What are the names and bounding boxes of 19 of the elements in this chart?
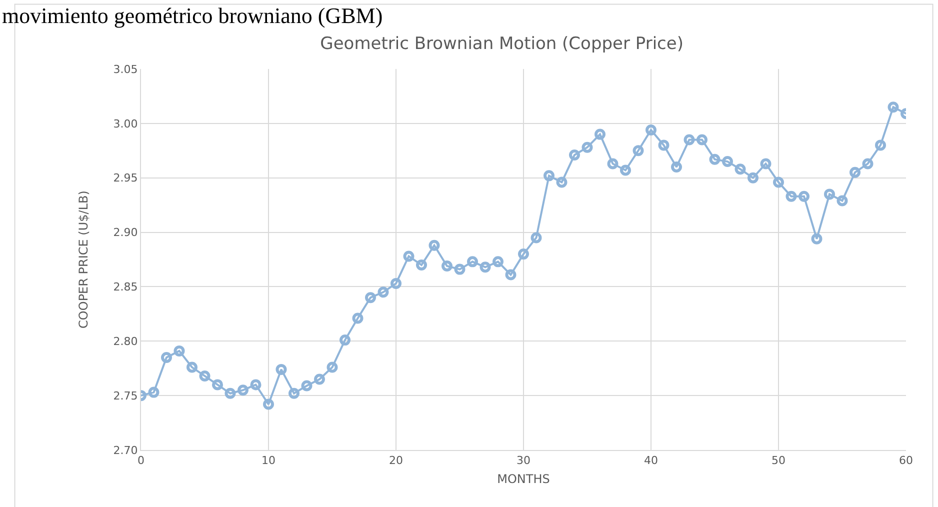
y-tick-label: 2.80 — [113, 334, 138, 348]
x-tick-label: 40 — [644, 454, 658, 468]
y-axis-title: COOPER PRICE (U$/LB) — [76, 190, 91, 328]
x-tick-label: 60 — [899, 454, 913, 468]
y-tick-label: 3.05 — [113, 62, 138, 76]
x-tick-label: 0 — [138, 454, 144, 468]
x-axis-title: MONTHS — [497, 472, 550, 486]
x-tick-label: 10 — [262, 454, 276, 468]
y-tick-label: 3.00 — [113, 117, 138, 130]
x-tick-label: 20 — [389, 454, 403, 468]
x-tick-label: 50 — [772, 454, 786, 468]
y-tick-label: 2.70 — [113, 444, 138, 457]
chart-title: Geometric Brownian Motion (Copper Price) — [320, 34, 684, 54]
y-tick-label: 2.90 — [113, 226, 138, 240]
text: movimiento geométrico browniano (GBM) — [2, 3, 383, 28]
x-tick-label: 30 — [516, 454, 530, 468]
y-tick-label: 2.85 — [113, 280, 138, 294]
y-tick-label: 2.75 — [113, 389, 138, 402]
y-tick-label: 2.95 — [113, 172, 138, 185]
